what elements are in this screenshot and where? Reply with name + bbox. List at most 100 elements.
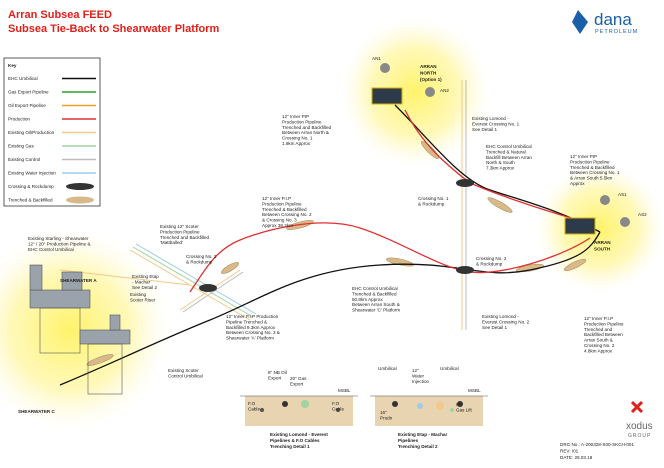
annotation-line: Scoter Riser (130, 297, 156, 302)
annotation-line: See Detail 1 (482, 325, 507, 330)
ehc-umbilical (59, 104, 601, 386)
annotation-line: EHC Control Umbilical (352, 286, 398, 291)
detail-title-line: Pipelines (398, 438, 419, 443)
annotation-line: Existing Etap (132, 274, 159, 279)
arran-south-glow (535, 163, 664, 293)
annotation-line: See Detail 1 (472, 127, 497, 132)
detail-label-line: 12" (412, 368, 419, 373)
detail-label-line: 6" (456, 402, 461, 407)
annotation: EHC Control Umbilical Trenched & Natural B… (486, 144, 532, 171)
annotation-line: & Arran South 5.5km (570, 176, 613, 181)
detail-label-line: Water (412, 373, 425, 378)
annotation-line: Trenched and Backfilled (282, 125, 332, 130)
annotation-line: Trenched & Natural (486, 149, 526, 154)
detail-title-line: Existing Etap - Machar (398, 432, 447, 437)
detail-label-line: Cable (332, 406, 344, 411)
annotation-line: Crossing No. 2 (476, 256, 507, 261)
annotation-line: Trenched & Backfilled (570, 165, 615, 170)
annotation: 12" Inner PIP Production Pipeline Trenched… (282, 114, 332, 146)
annotation-line: & Rockdump (476, 261, 503, 266)
annotation-line: Existing Lomond - (482, 314, 519, 319)
annotation-line: 12" Inner PIP (570, 154, 597, 159)
detail-label: F.O Cable (248, 401, 260, 411)
annotation: 12" Inner P.I.P Production Pipeline Trench… (584, 316, 624, 353)
annotation-line: Crossing No. 1 (282, 136, 313, 141)
detail-label-line: 20" Gas (290, 376, 307, 381)
annotation-line: (Option 1) (420, 77, 442, 82)
detail-label: 8" NB Oil Export (268, 370, 287, 380)
key-label: Production (8, 117, 30, 122)
annotation-line: 12" / 20" Production Pipeline & (28, 241, 91, 246)
detail-boxes (240, 395, 488, 426)
detail-label: MSBL (468, 388, 481, 393)
key-swatch (66, 196, 94, 204)
key-label: Existing Gas (8, 144, 34, 149)
annotation: AN1 (372, 56, 381, 61)
platforms (29, 264, 131, 395)
annotation-line: Trenched and (584, 327, 613, 332)
annotation-line: 12" Inner P.I.P (262, 196, 291, 201)
annotation-line: Control Umbilical (168, 373, 203, 378)
annotation-line: Everest Crossing No. 2 (482, 319, 530, 324)
annotation: Existing Etap - Machar See Detail 2 (132, 274, 159, 290)
detail-label: MSBL (338, 388, 351, 393)
annotation-line: EHC Control Umbilical (486, 144, 532, 149)
key-label: Oil Export Pipeline (8, 103, 46, 108)
annotation: 12" Inner P.I.P Production Pipeline Trenc… (226, 314, 280, 341)
drawing-info-line: DRG No.: A-200328-S00-SKCH-001 (560, 442, 634, 447)
annotation-line: & Rockdump (186, 259, 213, 264)
subsea-structures (371, 63, 630, 235)
annotation: Existing 12" Scoter Production Pipeline Tr… (160, 224, 210, 245)
annotation: AN2 (440, 88, 449, 93)
annotation-line: Approx (570, 181, 585, 186)
annotation: Crossing No. 3 & Rockdump (186, 254, 217, 264)
annotation-line: Existing Starling - Shearwater (28, 236, 89, 241)
annotation-line: & Rockdump (418, 201, 445, 206)
drawing-info-line: REV: I01 (560, 449, 579, 454)
annotation: ARRAN SOUTH (594, 240, 611, 252)
annotation-line: See Detail 2 (132, 285, 157, 290)
annotation-line: Backfilled Between (584, 332, 623, 337)
detail-label: Umbilical (378, 366, 397, 371)
key-label: Existing Water Injection (8, 171, 56, 176)
annotation-line: ARRAN (420, 64, 437, 69)
annotation: ARRAN NORTH (Option 1) (420, 64, 442, 82)
annotation-line: Shearwater 'A' Platform (226, 336, 274, 341)
annotation: SHEARWATER C (18, 409, 56, 414)
detail-label-line: 8" NB Oil (268, 370, 287, 375)
annotation-line: 12" Inner P.I.P (584, 316, 613, 321)
key-label: Trenched & Backfilled (8, 198, 53, 203)
annotation: Crossing No. 2 & Rockdump (476, 256, 507, 266)
annotation-line: Production Pipeline (262, 201, 302, 206)
key-label: Existing Control (8, 157, 40, 162)
detail-label: 12" Water Injection (412, 368, 430, 384)
annotation: 12" Inner P.I.P Production Pipeline Trench… (262, 196, 312, 228)
annotation-line: Crossing No. 1 (418, 196, 449, 201)
detail-label-line: Export (290, 381, 304, 386)
annotation: Crossing No. 1 & Rockdump (418, 196, 449, 206)
xodus-logo-sub: GROUP (628, 433, 651, 439)
dana-logo-mark (572, 10, 588, 34)
annotation-line: Between Arran South & (352, 302, 400, 307)
annotation-line: Existing 12" Scoter (160, 224, 199, 229)
annotation-line: Trenched & Backfilled (262, 207, 307, 212)
annotation: Existing Scoter Control Umbilical (168, 368, 203, 378)
production-line (189, 109, 591, 293)
annotation-line: Backfilled 9.3km Approx (226, 325, 276, 330)
annotation: SHEARWATER A (60, 278, 97, 283)
annotation-line: Crossing No. 3 (186, 254, 217, 259)
annotation-line: Arran South & (584, 338, 613, 343)
detail-label-line: Injection (412, 379, 430, 384)
key-label: Gas Export Pipeline (8, 90, 49, 95)
annotation-line: North & South (486, 160, 515, 165)
annotation-line: 7.3km Approx (486, 166, 515, 171)
annotation-line: Production Pipeline (584, 321, 624, 326)
annotation-line: SOUTH (594, 247, 611, 252)
drawing-info-line: DATE: 28.03.18 (560, 455, 593, 460)
annotation-line: Existing Lomond - (472, 116, 509, 121)
annotation-line: 12" Inner PIP (282, 114, 309, 119)
annotation: EHC Control Umbilical Trenched & Backfill… (352, 286, 400, 313)
annotation-line: 12" Inner P.I.P Production (226, 314, 279, 319)
annotation-line: Production Pipeline (282, 119, 322, 124)
